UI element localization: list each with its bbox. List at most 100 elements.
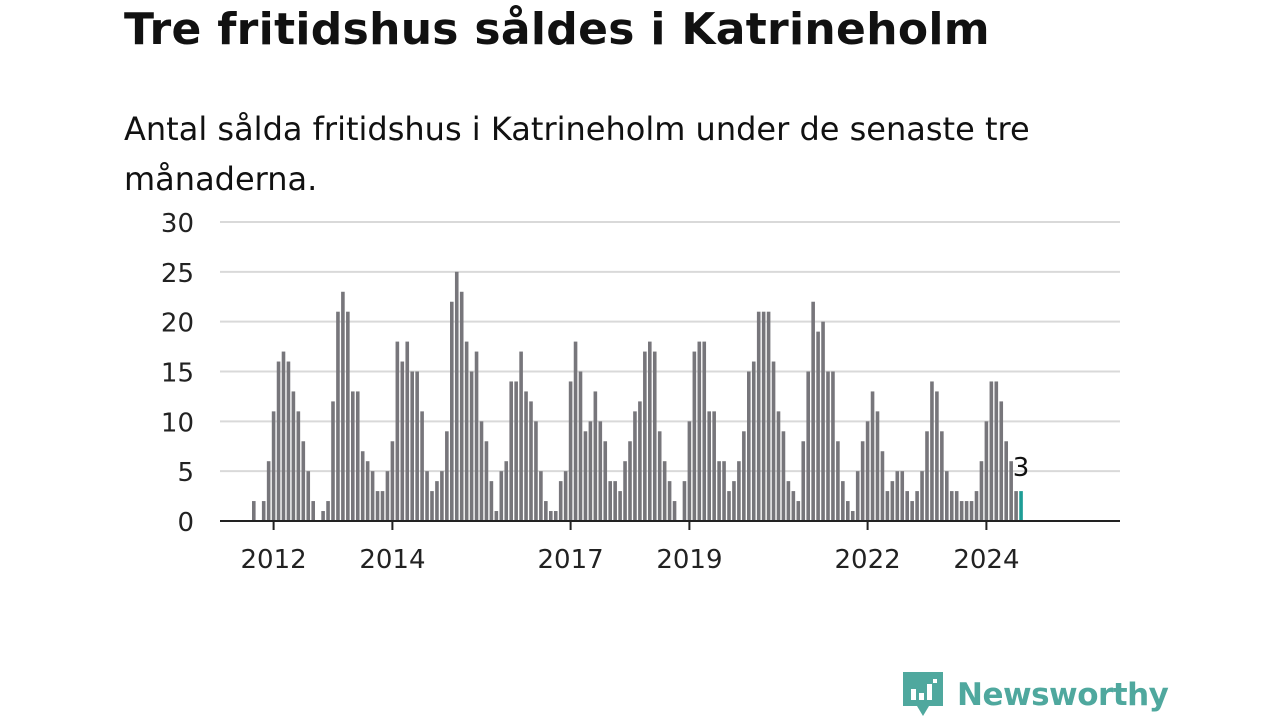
bar	[1004, 441, 1008, 521]
brand-logo[interactable]: Newsworthy	[903, 672, 1169, 718]
bar	[479, 421, 484, 521]
bar	[291, 391, 296, 521]
bar	[558, 481, 563, 521]
newsworthy-logo-icon	[903, 672, 943, 716]
x-tick-label: 2014	[359, 545, 425, 575]
bar	[771, 361, 776, 521]
bar	[1019, 491, 1023, 521]
bar	[459, 291, 464, 521]
bar	[806, 371, 810, 521]
bar	[747, 371, 751, 521]
bar	[712, 411, 716, 521]
bar	[910, 501, 914, 521]
bar	[682, 481, 687, 521]
bar	[385, 471, 390, 521]
bar	[979, 461, 984, 521]
bar	[1014, 491, 1018, 521]
bar	[603, 441, 608, 521]
bar	[831, 371, 835, 521]
bar	[261, 501, 266, 521]
bar	[618, 491, 622, 521]
bar	[890, 481, 895, 521]
bar	[519, 351, 523, 521]
bar	[974, 491, 979, 521]
bar	[652, 351, 657, 521]
bar	[816, 331, 820, 521]
bar	[613, 481, 617, 521]
bar	[252, 501, 256, 521]
bar	[440, 471, 444, 521]
bar	[573, 341, 578, 521]
bar	[826, 371, 830, 521]
bar	[940, 431, 944, 521]
bar	[544, 501, 548, 521]
bar	[301, 441, 306, 521]
bar	[949, 491, 954, 521]
bar	[331, 401, 335, 521]
x-tick-label: 2024	[953, 545, 1019, 575]
y-tick-label: 5	[177, 458, 194, 488]
bar	[855, 471, 860, 521]
bar	[534, 421, 538, 521]
bar	[598, 421, 603, 521]
bar	[553, 511, 558, 521]
bar	[672, 501, 677, 521]
bar	[860, 441, 865, 521]
bar	[776, 411, 781, 521]
bar	[841, 481, 845, 521]
bar	[420, 411, 424, 521]
bar	[846, 501, 850, 521]
bar	[954, 491, 959, 521]
bar	[484, 441, 489, 521]
x-tick-label: 2022	[835, 545, 901, 575]
bar	[1009, 461, 1013, 521]
brand-name: Newsworthy	[957, 677, 1169, 713]
bar	[360, 451, 365, 521]
bar	[959, 501, 964, 521]
bar	[430, 491, 434, 521]
bar	[935, 391, 939, 521]
data-labels: 3	[1013, 453, 1030, 483]
bar	[697, 341, 702, 521]
bar	[885, 491, 890, 521]
bar	[638, 401, 642, 521]
x-tick-label: 2017	[538, 545, 604, 575]
y-tick-label: 30	[161, 209, 194, 239]
bar	[474, 351, 479, 521]
bar	[593, 391, 598, 521]
bar	[717, 461, 721, 521]
bar	[529, 401, 533, 521]
bar	[311, 501, 315, 521]
bar	[870, 391, 875, 521]
bar	[930, 381, 934, 521]
bar	[395, 341, 400, 521]
bar	[306, 471, 311, 521]
bar	[920, 471, 924, 521]
bar	[504, 461, 509, 521]
bar	[266, 461, 271, 521]
bar	[766, 311, 771, 521]
bar	[563, 471, 568, 521]
bar	[494, 511, 499, 521]
bar	[390, 441, 395, 521]
bar	[692, 351, 697, 521]
bar	[623, 461, 627, 521]
bar	[915, 491, 919, 521]
bar	[786, 481, 791, 521]
bar	[489, 481, 494, 521]
bar	[964, 501, 969, 521]
bar	[415, 371, 419, 521]
bar	[737, 461, 741, 521]
bar	[549, 511, 553, 521]
bar	[821, 321, 825, 521]
bar	[296, 411, 301, 521]
bar	[370, 471, 375, 521]
bar	[445, 431, 449, 521]
bar	[583, 431, 588, 521]
bar	[657, 431, 662, 521]
bar	[727, 491, 731, 521]
y-tick-label: 0	[177, 508, 194, 538]
bar	[875, 411, 880, 521]
bar	[662, 461, 667, 521]
bar	[969, 501, 974, 521]
